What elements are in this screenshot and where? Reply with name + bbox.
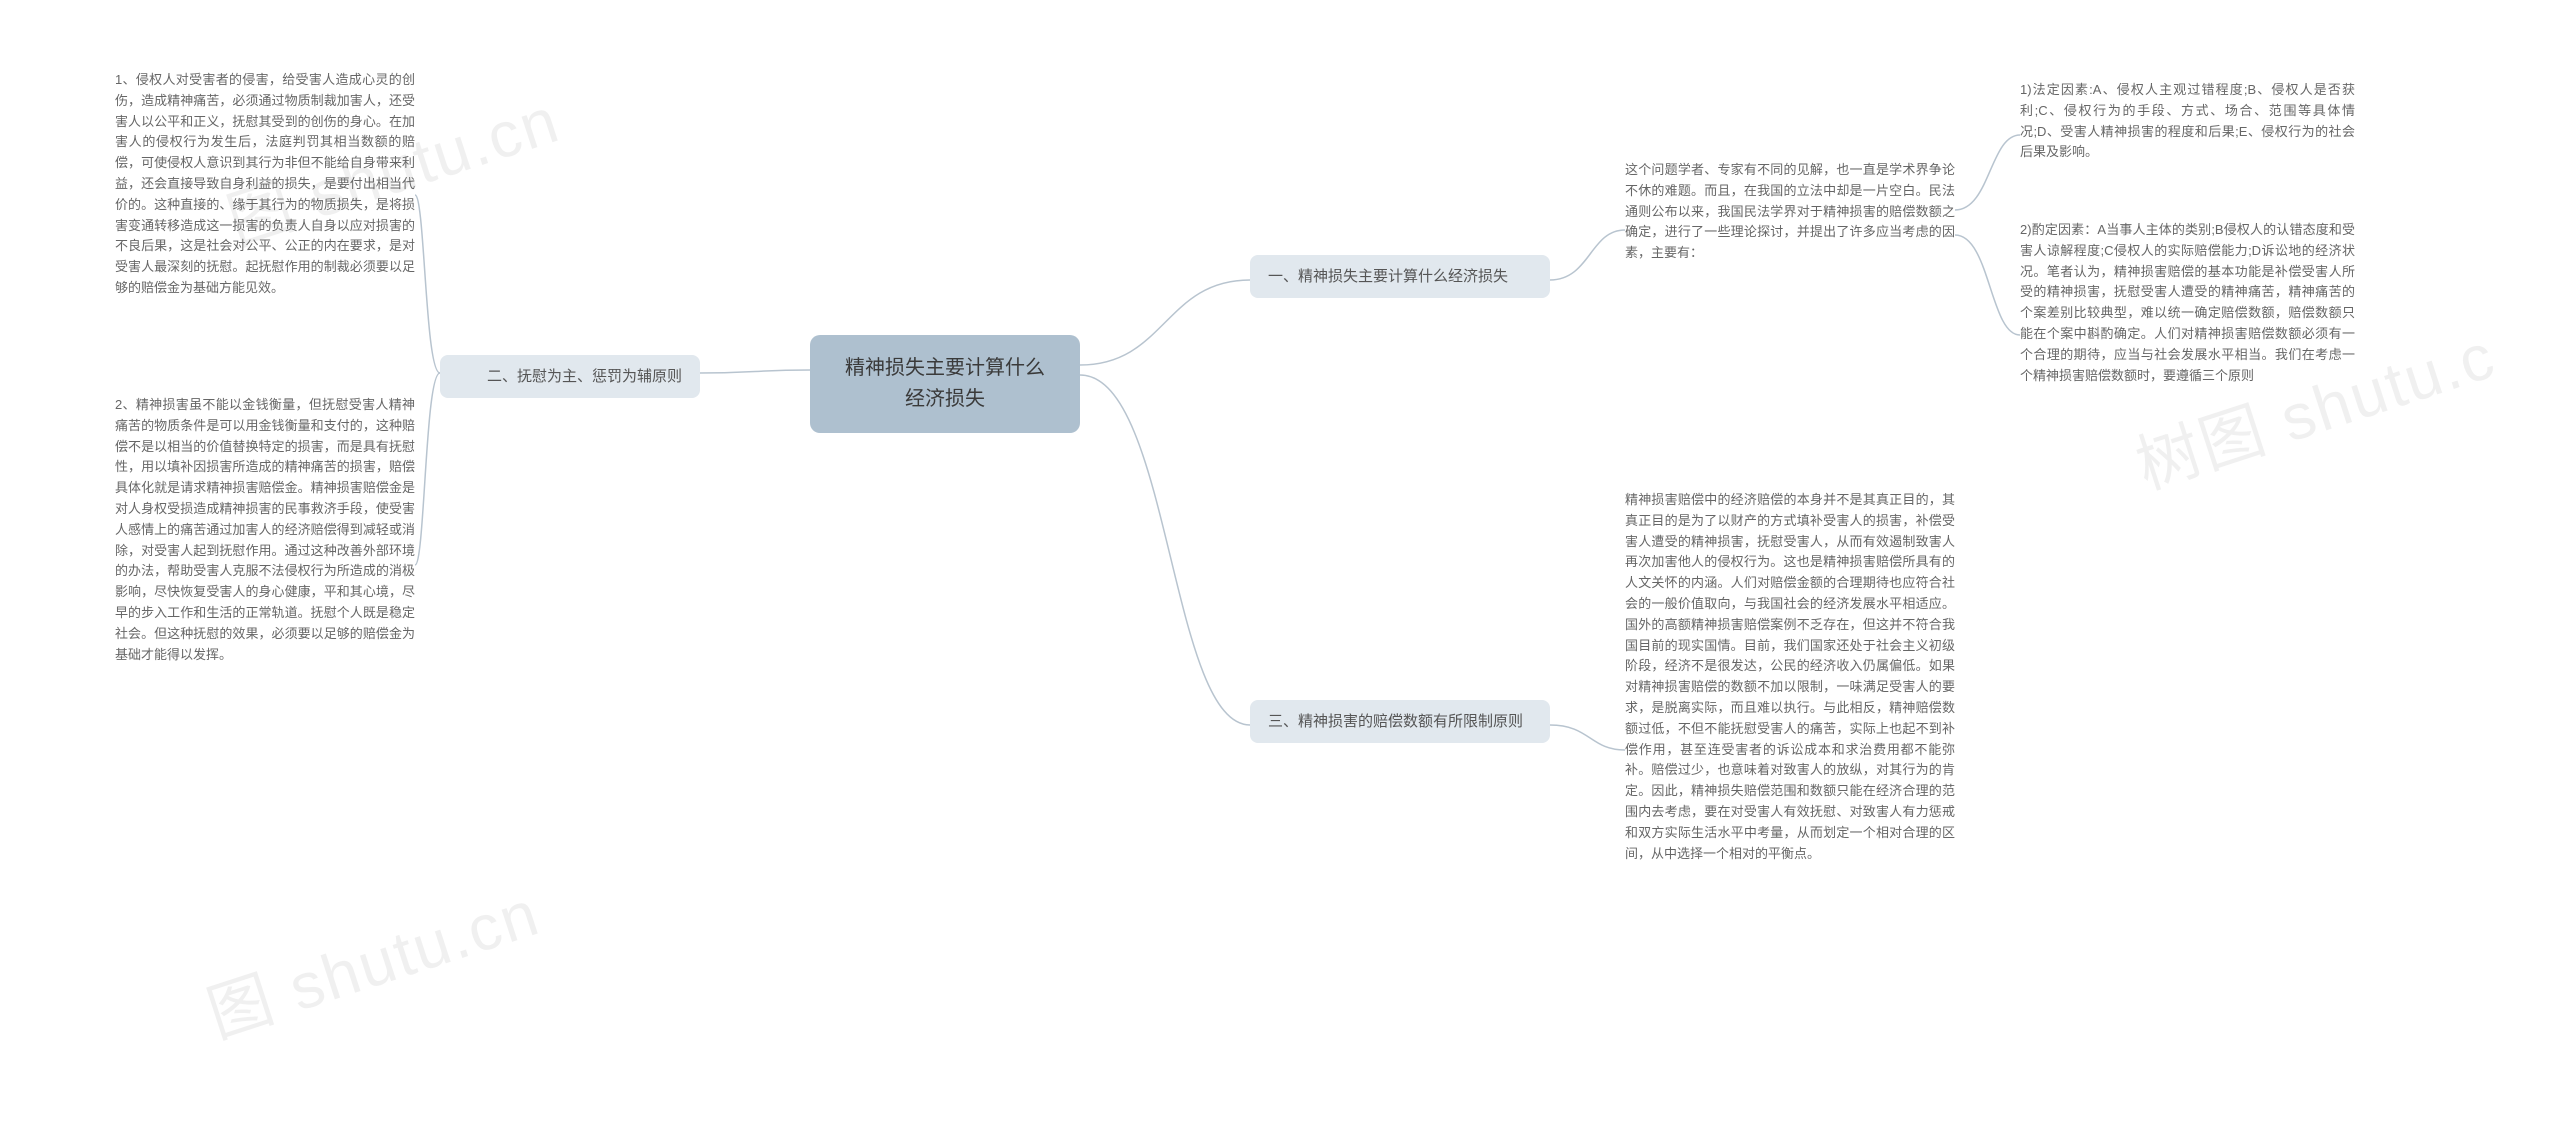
branch-2-point-1: 1、侵权人对受害者的侵害，给受害人造成心灵的创伤，造成精神痛苦，必须通过物质制裁…	[115, 70, 415, 299]
center-label: 精神损失主要计算什么经济损失	[845, 357, 1045, 410]
branch-3-label: 三、精神损害的赔偿数额有所限制原则	[1268, 713, 1523, 730]
branch-2[interactable]: 二、抚慰为主、惩罚为辅原则	[440, 355, 700, 398]
branch-1-point-2: 2)酌定因素：A当事人主体的类别;B侵权人的认错态度和受害人谅解程度;C侵权人的…	[2020, 220, 2355, 386]
watermark: 图 shutu.cn	[194, 862, 549, 1056]
branch-1-point-1: 1)法定因素:A、侵权人主观过错程度;B、侵权人是否获利;C、侵权行为的手段、方…	[2020, 80, 2355, 163]
branch-1-label: 一、精神损失主要计算什么经济损失	[1268, 268, 1508, 285]
branch-3-point-1: 精神损害赔偿中的经济赔偿的本身并不是其真正目的，其真正目的是为了以财产的方式填补…	[1625, 490, 1955, 864]
branch-3[interactable]: 三、精神损害的赔偿数额有所限制原则	[1250, 700, 1550, 743]
branch-2-label: 二、抚慰为主、惩罚为辅原则	[487, 368, 682, 385]
branch-1[interactable]: 一、精神损失主要计算什么经济损失	[1250, 255, 1550, 298]
branch-1-intro: 这个问题学者、专家有不同的见解，也一直是学术界争论不休的难题。而且，在我国的立法…	[1625, 160, 1955, 264]
center-topic[interactable]: 精神损失主要计算什么经济损失	[810, 335, 1080, 433]
branch-2-point-2: 2、精神损害虽不能以金钱衡量，但抚慰受害人精神痛苦的物质条件是可以用金钱衡量和支…	[115, 395, 415, 665]
